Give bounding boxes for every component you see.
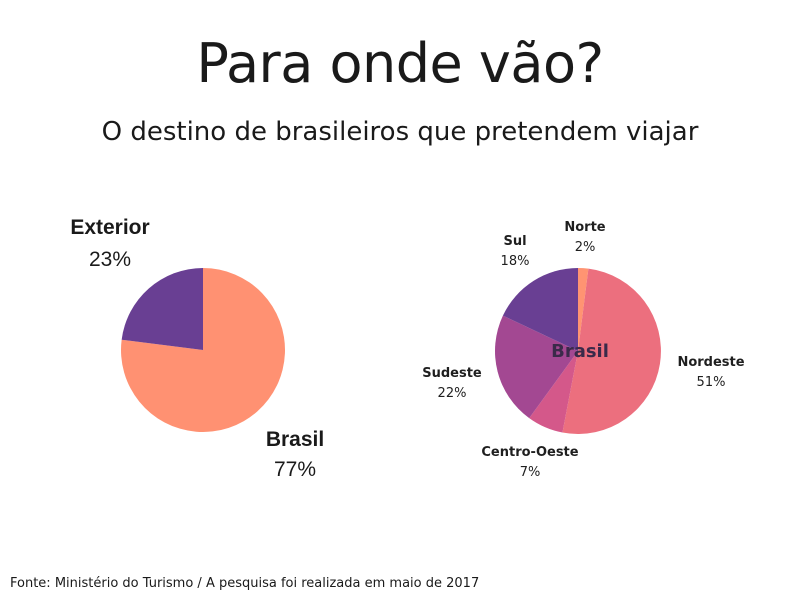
region-slice-sul [502, 268, 578, 351]
slice-value-sul: 18% [501, 254, 530, 269]
slice-label-brasil: Brasil [266, 428, 324, 451]
slice-value-centro-oeste: 7% [520, 465, 541, 480]
region-slice-sudeste [494, 315, 578, 419]
pie-chart-destination [121, 268, 286, 432]
slice-value-sudeste: 22% [438, 386, 467, 401]
pie-chart-brasil-title: Brasil [551, 341, 609, 362]
pie-chart-brasil-regions [494, 267, 661, 434]
destination-slice-brasil [121, 268, 286, 432]
region-slice-centro-oeste [529, 351, 578, 433]
slice-label-centro-oeste: Centro-Oeste [481, 445, 578, 460]
page-subtitle: O destino de brasileiros que pretendem v… [101, 117, 699, 147]
slice-label-sul: Sul [503, 234, 526, 249]
pie-chart-destination-labels: Brasil 77% Exterior 23% [70, 216, 324, 481]
destination-slice-exterior [121, 268, 203, 350]
slice-label-norte: Norte [564, 220, 605, 235]
slice-label-exterior: Exterior [70, 216, 149, 239]
slice-value-norte: 2% [575, 240, 596, 255]
region-slice-nordeste [562, 268, 661, 434]
page-title: Para onde vão? [196, 32, 604, 95]
region-slice-norte [578, 267, 589, 351]
slice-value-exterior: 23% [89, 248, 131, 271]
slice-label-sudeste: Sudeste [422, 366, 482, 381]
slice-value-brasil: 77% [274, 458, 316, 481]
slice-label-nordeste: Nordeste [677, 355, 744, 370]
pie-chart-brasil-regions-labels: Norte 2% Nordeste 51% Centro-Oeste 7% Sudeste 2… [422, 220, 744, 480]
source-footnote: Fonte: Ministério do Turismo / A pesquis… [10, 576, 480, 591]
slice-value-nordeste: 51% [697, 375, 726, 390]
